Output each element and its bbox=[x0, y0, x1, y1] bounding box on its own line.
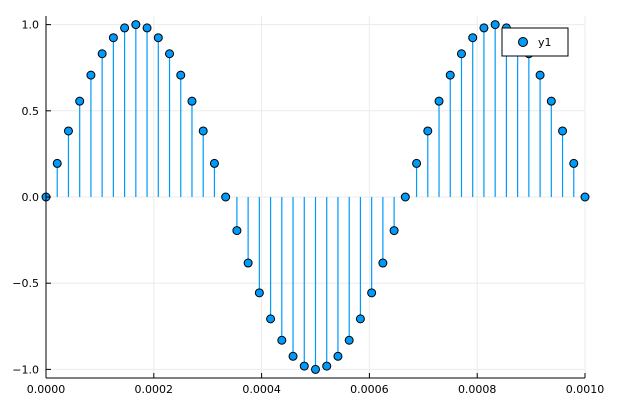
data-point bbox=[198, 126, 208, 136]
data-point bbox=[400, 192, 410, 202]
data-point bbox=[468, 33, 478, 43]
data-point bbox=[254, 288, 264, 298]
data-point bbox=[423, 126, 433, 136]
data-point bbox=[142, 23, 152, 33]
y-tick-label: 1.0 bbox=[22, 19, 40, 32]
data-point bbox=[580, 192, 590, 202]
data-point bbox=[558, 126, 568, 136]
data-point bbox=[479, 23, 489, 33]
data-point bbox=[52, 158, 62, 168]
data-point bbox=[288, 351, 298, 361]
y-tick-label: −0.5 bbox=[12, 277, 39, 290]
x-axis-ticks: 0.0000 0.0002 0.0004 0.0006 0.0008 0.0010 bbox=[27, 373, 605, 396]
data-point bbox=[153, 33, 163, 43]
data-point bbox=[490, 20, 500, 30]
x-tick-label: 0.0010 bbox=[566, 383, 605, 396]
stems bbox=[56, 24, 575, 370]
data-point bbox=[165, 49, 175, 59]
data-point bbox=[187, 96, 197, 106]
x-tick-label: 0.0004 bbox=[242, 383, 281, 396]
data-point bbox=[456, 49, 466, 59]
legend-box bbox=[501, 27, 569, 57]
data-point bbox=[569, 158, 579, 168]
data-point bbox=[445, 70, 455, 80]
data-point bbox=[232, 226, 242, 236]
data-point bbox=[434, 96, 444, 106]
data-point bbox=[378, 258, 388, 268]
x-tick-label: 0.0000 bbox=[27, 383, 66, 396]
data-point bbox=[535, 70, 545, 80]
data-point bbox=[333, 351, 343, 361]
y-tick-label: 0.0 bbox=[22, 191, 40, 204]
data-point bbox=[277, 335, 287, 345]
data-point bbox=[120, 23, 130, 33]
data-point bbox=[63, 126, 73, 136]
data-point bbox=[176, 70, 186, 80]
y-tick-label: 0.5 bbox=[22, 105, 40, 118]
data-point bbox=[243, 258, 253, 268]
data-point bbox=[367, 288, 377, 298]
data-point bbox=[86, 70, 96, 80]
x-tick-label: 0.0008 bbox=[458, 383, 497, 396]
data-point bbox=[75, 96, 85, 106]
legend: y1 bbox=[501, 27, 569, 57]
legend-label: y1 bbox=[538, 36, 552, 49]
x-tick-label: 0.0006 bbox=[350, 383, 389, 396]
data-point bbox=[97, 49, 107, 59]
data-point bbox=[299, 361, 309, 371]
y-axis-ticks: −1.0 −0.5 0.0 0.5 1.0 bbox=[12, 19, 51, 376]
data-point bbox=[221, 192, 231, 202]
markers bbox=[41, 20, 590, 374]
data-point bbox=[546, 96, 556, 106]
data-point bbox=[344, 335, 354, 345]
data-point bbox=[412, 158, 422, 168]
data-point bbox=[108, 33, 118, 43]
data-point bbox=[311, 364, 320, 374]
data-point bbox=[389, 226, 399, 236]
legend-marker bbox=[518, 37, 528, 47]
x-tick-label: 0.0002 bbox=[135, 383, 174, 396]
data-point bbox=[355, 314, 365, 324]
data-point bbox=[209, 158, 219, 168]
data-point bbox=[322, 361, 332, 371]
y-tick-label: −1.0 bbox=[12, 363, 39, 376]
data-point bbox=[131, 20, 141, 30]
data-point bbox=[266, 314, 276, 324]
